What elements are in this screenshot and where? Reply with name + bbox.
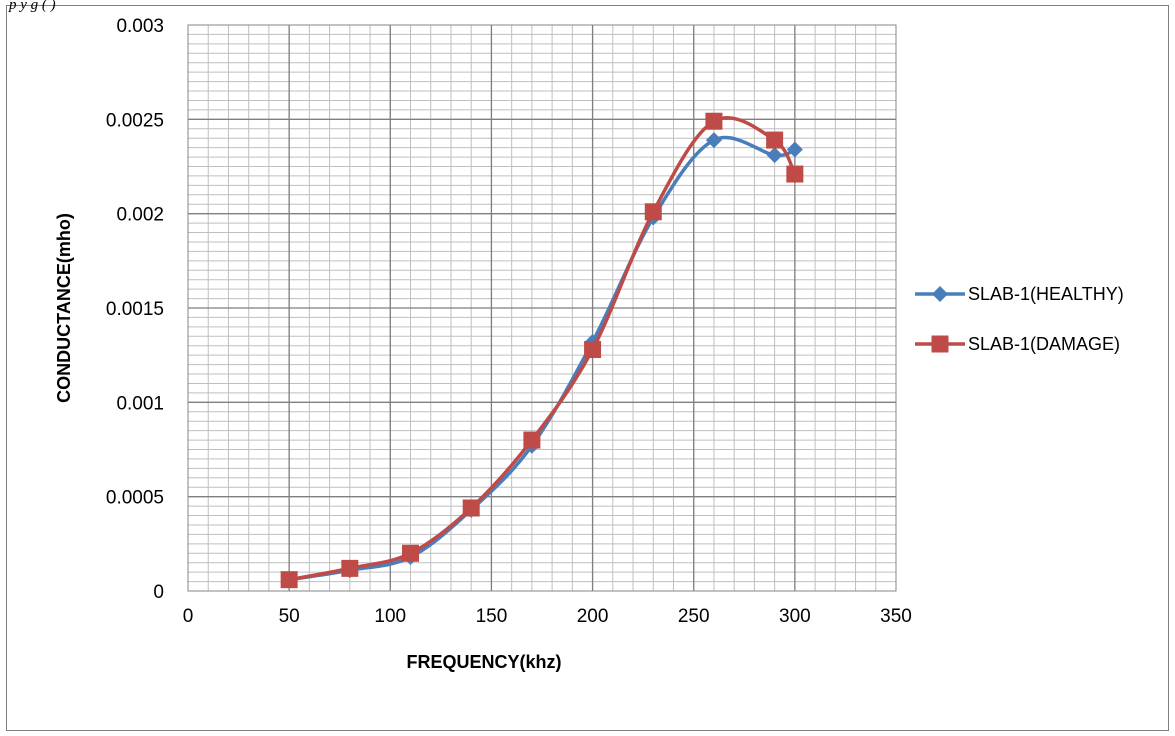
data-point: [705, 132, 722, 149]
x-tick-label: 250: [678, 606, 710, 627]
legend-label: SLAB-1(HEALTHY): [968, 284, 1124, 304]
y-tick-label: 0.002: [116, 205, 164, 226]
data-point: [766, 147, 783, 164]
data-point: [402, 544, 420, 562]
legend-label: SLAB-1(DAMAGE): [968, 334, 1120, 354]
x-axis-ticks: 0 50 100 150 200 250 300 350: [183, 606, 912, 627]
x-axis-title: FREQUENCY(khz): [406, 652, 561, 672]
y-axis-title: CONDUCTANCE(mho): [54, 213, 74, 403]
legend-entry: SLAB-1(HEALTHY): [915, 284, 1124, 304]
x-tick-label: 350: [880, 606, 912, 627]
y-tick-label: 0.0025: [106, 110, 164, 131]
data-point: [766, 131, 784, 149]
y-axis-ticks: 0 0.0005 0.001 0.0015 0.002 0.0025 0.003: [106, 16, 164, 603]
x-tick-label: 200: [577, 606, 609, 627]
series-line: [288, 116, 797, 582]
y-tick-label: 0.003: [116, 16, 164, 37]
legend-marker: [932, 286, 948, 302]
y-tick-label: 0.0015: [106, 299, 164, 320]
x-tick-label: 150: [476, 606, 508, 627]
chart-frame: p y g ( ): [6, 0, 1169, 731]
y-tick-label: 0.0005: [106, 488, 164, 509]
x-tick-label: 300: [779, 606, 811, 627]
data-point: [462, 499, 480, 517]
x-tick-label: 100: [374, 606, 406, 627]
y-tick-label: 0.001: [116, 393, 164, 414]
legend-entry: SLAB-1(DAMAGE): [915, 334, 1120, 354]
data-point: [341, 559, 359, 577]
x-tick-label: 0: [183, 606, 194, 627]
series-layer: [280, 112, 804, 589]
y-tick-label: 0: [153, 582, 164, 603]
series-damage: [280, 112, 804, 589]
data-point: [523, 431, 541, 449]
data-point: [786, 165, 804, 183]
series-line: [288, 135, 796, 582]
data-point: [584, 341, 602, 359]
data-point: [786, 141, 803, 158]
legend: SLAB-1(HEALTHY) SLAB-1(DAMAGE): [915, 284, 1124, 354]
data-point: [280, 571, 298, 589]
x-tick-label: 50: [279, 606, 300, 627]
figure-caption: p y g ( ): [9, 0, 56, 13]
legend-marker: [931, 335, 949, 353]
data-point: [644, 203, 662, 221]
major-gridlines: [188, 25, 896, 591]
series-healthy: [281, 132, 803, 588]
plot-area-border: [187, 24, 897, 592]
data-point: [705, 112, 723, 130]
